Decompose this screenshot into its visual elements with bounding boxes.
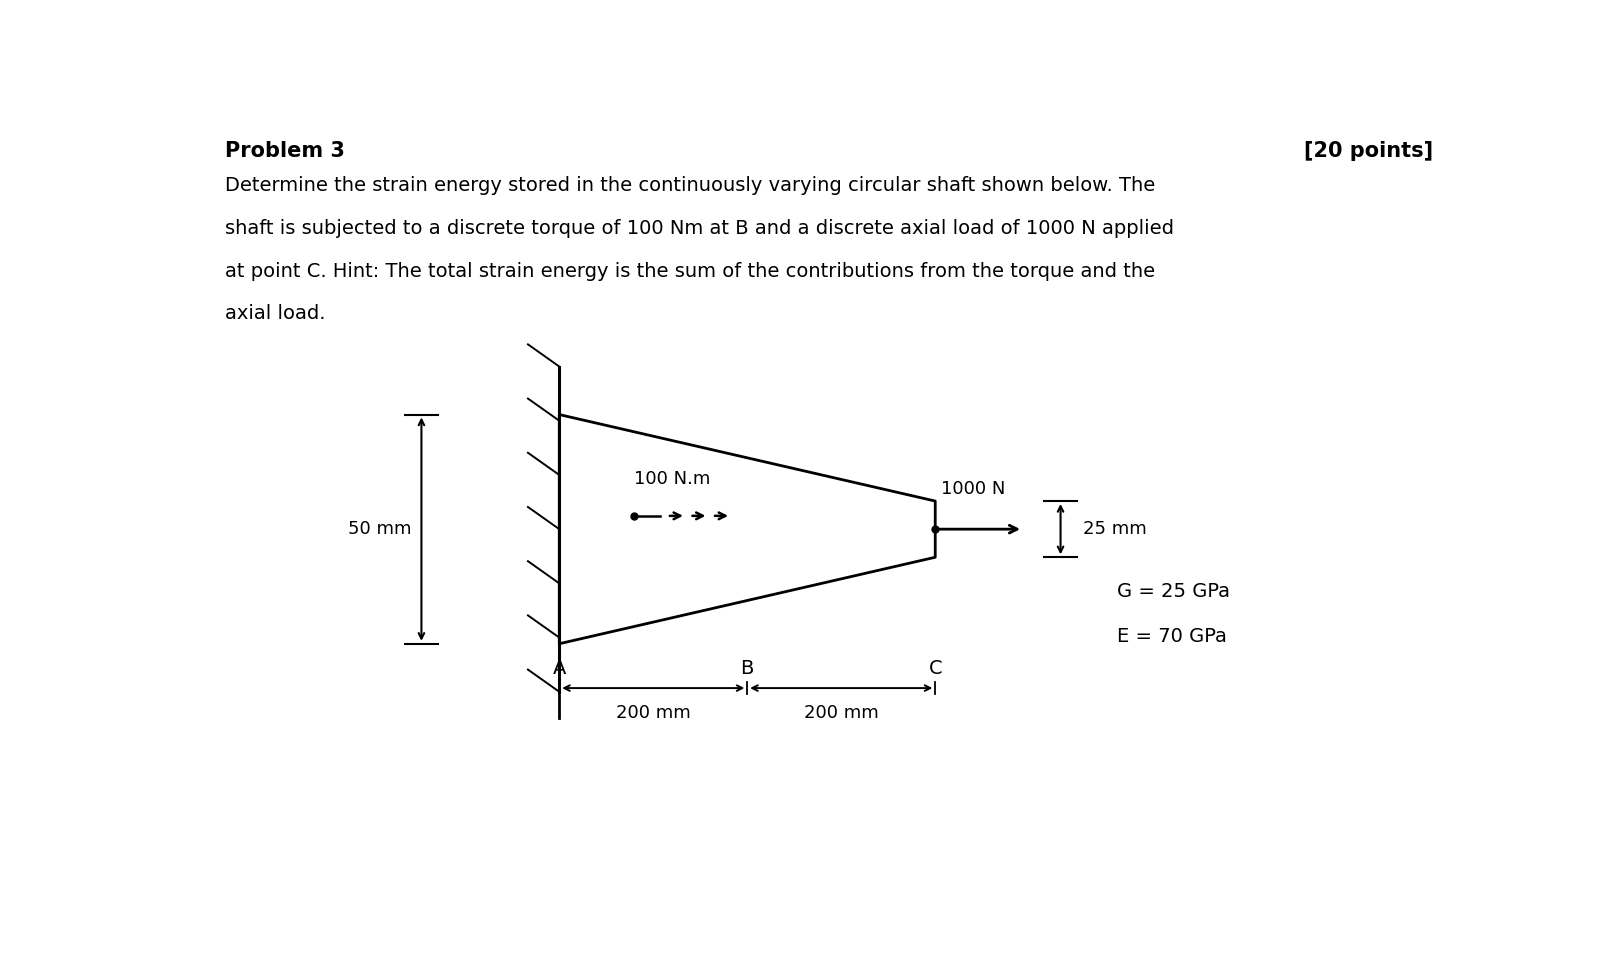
Text: shaft is subjected to a discrete torque of 100 Nm at B and a discrete axial load: shaft is subjected to a discrete torque … xyxy=(225,219,1174,238)
Text: A: A xyxy=(553,659,566,678)
Text: Determine the strain energy stored in the continuously varying circular shaft sh: Determine the strain energy stored in th… xyxy=(225,176,1155,195)
Text: at point C. Hint: The total strain energy is the sum of the contributions from t: at point C. Hint: The total strain energ… xyxy=(225,261,1155,280)
Text: axial load.: axial load. xyxy=(225,304,325,324)
Text: G = 25 GPa: G = 25 GPa xyxy=(1117,583,1231,602)
Text: 25 mm: 25 mm xyxy=(1083,520,1146,539)
Text: 200 mm: 200 mm xyxy=(616,705,690,722)
Text: 100 N.m: 100 N.m xyxy=(634,469,710,488)
Text: C: C xyxy=(928,659,943,678)
Text: 200 mm: 200 mm xyxy=(804,705,878,722)
Text: [20 points]: [20 points] xyxy=(1303,141,1433,161)
Text: 1000 N: 1000 N xyxy=(941,480,1006,498)
Text: E = 70 GPa: E = 70 GPa xyxy=(1117,627,1227,646)
Text: 50 mm: 50 mm xyxy=(348,520,411,539)
Text: Problem 3: Problem 3 xyxy=(225,141,344,161)
Text: B: B xyxy=(741,659,754,678)
